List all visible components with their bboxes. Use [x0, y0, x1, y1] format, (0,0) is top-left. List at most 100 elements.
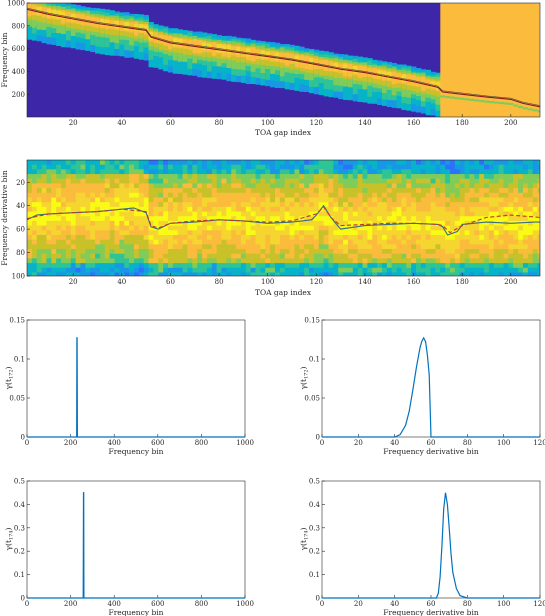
heatmap-cell	[182, 234, 188, 241]
heatmap-cell	[474, 174, 480, 180]
heatmap-cell	[391, 258, 397, 264]
heatmap-cell	[95, 202, 101, 208]
heatmap-cell	[318, 234, 325, 241]
heatmap-cell	[391, 267, 397, 273]
heatmap-cell	[386, 249, 393, 255]
heatmap-cell	[386, 206, 393, 212]
heatmap-cell	[532, 249, 538, 255]
heatmap-cell	[464, 239, 470, 245]
heatmap-cell	[503, 160, 509, 166]
heatmap-cell	[279, 178, 286, 184]
heatmap-cell	[119, 216, 125, 222]
heatmap-cell	[129, 188, 135, 194]
heatmap-cell	[498, 174, 504, 180]
heatmap-cell	[503, 192, 509, 198]
heatmap-cell	[211, 160, 218, 166]
heatmap-cell	[177, 192, 184, 198]
x-tick-label: 120	[533, 600, 545, 608]
heatmap-cell	[493, 211, 500, 217]
heatmap-cell	[377, 249, 383, 255]
heatmap-cell	[401, 202, 407, 208]
heatmap-cell	[148, 188, 154, 194]
heatmap-cell	[124, 178, 130, 184]
heatmap-cell	[323, 192, 329, 198]
heatmap-cell	[65, 197, 72, 203]
heatmap-cell	[352, 202, 359, 208]
x-tick-label: 140	[358, 278, 371, 286]
heatmap-cell	[27, 244, 33, 250]
y-axis-label: γ(t174)	[4, 527, 15, 550]
heatmap-cell	[221, 244, 227, 250]
heatmap-band	[119, 21, 125, 30]
heatmap-cell	[270, 188, 276, 194]
heatmap-cell	[240, 244, 247, 250]
heatmap-cell	[265, 225, 271, 231]
heatmap-cell	[498, 263, 504, 269]
heatmap-cell	[304, 197, 310, 203]
heatmap-cell	[362, 164, 368, 170]
heatmap-cell	[177, 258, 184, 264]
heatmap-cell	[197, 164, 203, 170]
heatmap-band	[498, 101, 504, 105]
heatmap-cell	[338, 244, 344, 250]
heatmap-band	[270, 52, 276, 60]
heatmap-cell	[104, 188, 111, 194]
heatmap-cell	[420, 253, 427, 259]
heatmap-cell	[245, 244, 252, 250]
heatmap-cell	[357, 267, 363, 273]
heatmap-cell	[362, 192, 368, 198]
heatmap-cell	[250, 164, 256, 170]
heatmap-cell	[90, 164, 96, 170]
heatmap-cell	[299, 220, 305, 227]
heatmap-cell	[221, 183, 227, 189]
heatmap-cell	[367, 192, 373, 198]
heatmap-cell	[168, 244, 174, 250]
heatmap-cell	[503, 202, 509, 208]
heatmap-cell	[211, 174, 218, 180]
x-tick-label: 40	[117, 119, 126, 127]
heatmap-cell	[231, 263, 237, 269]
heatmap-band	[279, 53, 286, 61]
heatmap-cell	[508, 258, 514, 264]
heatmap-cell	[226, 230, 232, 236]
heatmap-cell	[513, 174, 519, 180]
heatmap-cell	[503, 263, 509, 269]
heatmap-cell	[206, 258, 213, 264]
heatmap-cell	[153, 253, 159, 259]
heatmap-cell	[318, 211, 325, 217]
heatmap-cell	[158, 253, 164, 259]
heatmap-cell	[464, 192, 470, 198]
heatmap-cell	[274, 216, 281, 222]
heatmap-cell	[216, 164, 222, 170]
heatmap-cell	[255, 192, 261, 198]
heatmap-cell	[420, 188, 427, 194]
heatmap-cell	[527, 249, 534, 255]
heatmap-cell	[31, 239, 38, 245]
heatmap-cell	[386, 267, 393, 273]
heatmap-cell	[367, 183, 373, 189]
x-tick-label: 600	[151, 439, 164, 447]
heatmap-cell	[474, 253, 480, 259]
heatmap-cell	[187, 234, 193, 241]
heatmap-cell	[333, 169, 339, 175]
heatmap-cell	[537, 272, 540, 276]
heatmap-cell	[274, 197, 281, 203]
heatmap-cell	[182, 188, 188, 194]
heatmap-cell	[138, 192, 145, 198]
heatmap-cell	[381, 174, 388, 180]
x-tick-label: 20	[69, 119, 78, 127]
heatmap-cell	[347, 183, 354, 189]
heatmap-cell	[527, 253, 534, 259]
heatmap-cell	[464, 169, 470, 175]
y-tick-label: 100	[12, 273, 25, 281]
heatmap-cell	[279, 197, 286, 203]
y-tick-label: 400	[12, 68, 25, 76]
heatmap-cell	[289, 253, 295, 259]
heatmap-cell	[527, 239, 534, 245]
heatmap-cell	[313, 174, 320, 180]
heatmap-cell	[469, 188, 475, 194]
heatmap-cell	[206, 263, 213, 269]
heatmap-cell	[70, 174, 77, 180]
heatmap-cell	[61, 164, 67, 170]
heatmap-cell	[41, 197, 47, 203]
